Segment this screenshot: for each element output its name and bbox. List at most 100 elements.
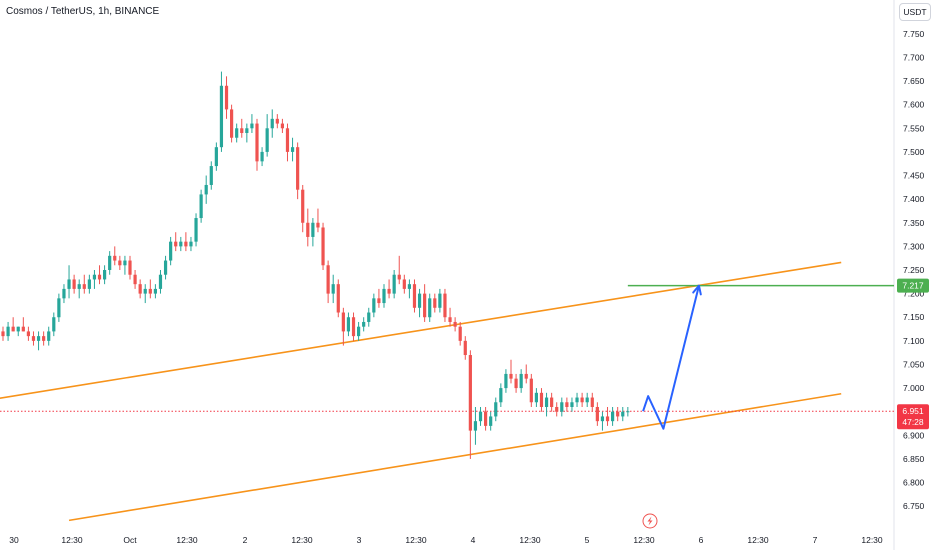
candle-body xyxy=(275,118,279,124)
candle-body xyxy=(250,123,254,129)
candle-body xyxy=(351,317,356,337)
candle-body xyxy=(407,284,411,289)
channel-line-upper[interactable] xyxy=(0,261,842,399)
candle-body xyxy=(209,166,213,185)
candle-body xyxy=(194,218,198,242)
price-tick-label: 7.250 xyxy=(903,265,925,275)
time-tick-label: 7 xyxy=(813,535,818,545)
candle-body xyxy=(128,260,132,275)
candle-body xyxy=(103,270,107,280)
candle-body xyxy=(179,241,183,247)
candle-body xyxy=(280,123,284,129)
time-tick-label: 5 xyxy=(585,535,590,545)
candle-body xyxy=(550,397,554,407)
time-axis[interactable]: 30 12:30 Oct 12:30 2 12:30 3 12:30 4 12:30 5 12:30 6… xyxy=(9,535,883,545)
candle-body xyxy=(72,279,76,289)
drawings[interactable] xyxy=(627,284,894,430)
price-tick-label: 7.300 xyxy=(903,241,925,251)
candle-body xyxy=(6,326,10,337)
price-tick-label: 6.800 xyxy=(903,478,925,488)
candle-body xyxy=(245,128,249,134)
candle-body xyxy=(42,336,46,341)
candle-body xyxy=(341,312,345,332)
candle-body xyxy=(240,128,244,134)
candle-body xyxy=(260,151,264,162)
candle-body xyxy=(189,241,193,247)
bar-countdown-label: 47:28 xyxy=(902,417,924,427)
candle-body xyxy=(565,402,569,407)
price-axis[interactable]: 7.750 7.700 7.650 7.600 7.550 7.500 7.450 7.400… xyxy=(903,29,925,511)
candle-body xyxy=(605,416,610,422)
candle-body xyxy=(326,265,330,294)
candle-body xyxy=(412,284,417,308)
candle-body xyxy=(255,123,259,162)
candle-body xyxy=(158,274,163,289)
candle-body xyxy=(580,397,584,403)
candle-body xyxy=(453,321,457,327)
candle-body xyxy=(321,227,325,266)
candle-body xyxy=(387,288,391,294)
candle-body xyxy=(448,317,452,322)
channel-line-lower[interactable] xyxy=(68,392,842,522)
price-tick-label: 7.350 xyxy=(903,218,925,228)
candle-body xyxy=(92,274,97,280)
currency-selector[interactable]: USDT xyxy=(899,3,931,21)
candle-body xyxy=(16,326,20,332)
channel-lines[interactable] xyxy=(0,261,894,522)
candle-body xyxy=(428,298,432,318)
candle-body xyxy=(11,326,15,332)
candle-body xyxy=(534,392,538,403)
candle-body xyxy=(590,397,594,407)
candle-body xyxy=(1,331,5,337)
candle-body xyxy=(529,378,533,403)
candle-body xyxy=(31,336,36,341)
candle-body xyxy=(184,241,188,247)
price-tick-label: 7.400 xyxy=(903,194,925,204)
price-tick-label: 7.050 xyxy=(903,359,925,369)
candle-body xyxy=(473,421,478,431)
price-tick-label: 7.500 xyxy=(903,147,925,157)
target-price-badge xyxy=(897,278,929,293)
candle-body xyxy=(382,288,386,304)
projection-arrowhead xyxy=(692,284,702,296)
candle-body xyxy=(163,260,168,275)
candle-body xyxy=(621,411,625,417)
candle-body xyxy=(600,416,605,422)
candle-body xyxy=(148,288,152,294)
candle-body xyxy=(285,128,290,152)
candle-body xyxy=(372,298,376,313)
price-tick-label: 7.100 xyxy=(903,336,925,346)
candle-body xyxy=(478,411,483,422)
candle-body xyxy=(499,388,503,403)
time-tick-label: 4 xyxy=(471,535,476,545)
candle-body xyxy=(544,397,549,407)
candle-body xyxy=(290,147,295,152)
candle-body xyxy=(87,279,91,289)
candle-body xyxy=(123,260,127,266)
candle-body xyxy=(392,274,396,294)
price-tick-label: 7.150 xyxy=(903,312,925,322)
price-tick-label: 7.700 xyxy=(903,52,925,62)
candle-body xyxy=(397,274,401,280)
candle-body xyxy=(230,109,234,138)
lightning-icon[interactable] xyxy=(642,513,658,529)
candle-body xyxy=(133,274,137,285)
candle-body xyxy=(57,298,61,318)
price-tick-label: 6.850 xyxy=(903,454,925,464)
candle-body xyxy=(560,402,564,412)
candle-body xyxy=(595,406,599,422)
candle-body xyxy=(235,128,239,138)
candle-body xyxy=(143,288,147,294)
projection-path[interactable] xyxy=(642,285,700,430)
candle-body xyxy=(169,241,173,261)
candle-body xyxy=(377,298,381,304)
candle-body xyxy=(346,317,351,332)
candle-body xyxy=(402,279,406,289)
candle-body xyxy=(504,373,508,389)
time-tick-label: 12:30 xyxy=(176,535,198,545)
candle-body xyxy=(82,284,86,289)
candle-body xyxy=(458,326,462,341)
candle-body xyxy=(138,284,142,294)
